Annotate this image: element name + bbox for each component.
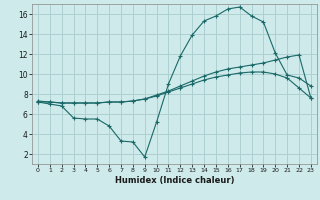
X-axis label: Humidex (Indice chaleur): Humidex (Indice chaleur) xyxy=(115,176,234,185)
